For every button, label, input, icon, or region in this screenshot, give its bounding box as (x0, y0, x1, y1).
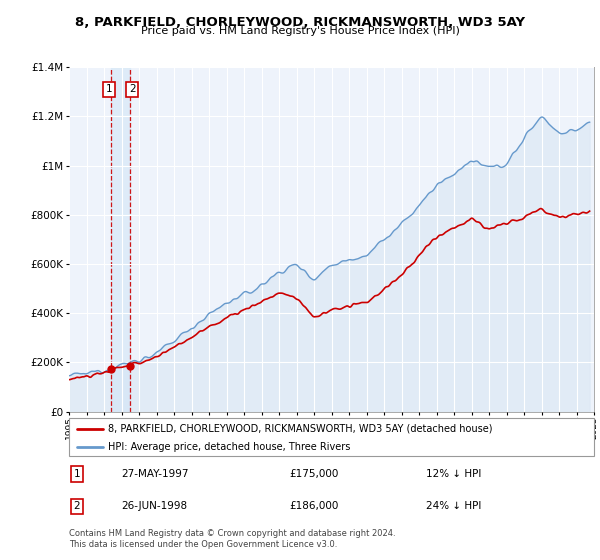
Text: 1: 1 (106, 85, 113, 94)
Text: Contains HM Land Registry data © Crown copyright and database right 2024.
This d: Contains HM Land Registry data © Crown c… (69, 529, 395, 549)
Bar (111, 67, 130, 412)
Text: 24% ↓ HPI: 24% ↓ HPI (426, 501, 481, 511)
Text: 12% ↓ HPI: 12% ↓ HPI (426, 469, 481, 479)
Text: 27-MAY-1997: 27-MAY-1997 (121, 469, 189, 479)
FancyBboxPatch shape (69, 418, 594, 456)
Text: £175,000: £175,000 (290, 469, 339, 479)
Text: 2: 2 (129, 85, 136, 94)
Text: HPI: Average price, detached house, Three Rivers: HPI: Average price, detached house, Thre… (109, 442, 351, 452)
Text: 1: 1 (74, 469, 80, 479)
Text: 8, PARKFIELD, CHORLEYWOOD, RICKMANSWORTH, WD3 5AY: 8, PARKFIELD, CHORLEYWOOD, RICKMANSWORTH… (75, 16, 525, 29)
Text: 26-JUN-1998: 26-JUN-1998 (121, 501, 188, 511)
Text: 8, PARKFIELD, CHORLEYWOOD, RICKMANSWORTH, WD3 5AY (detached house): 8, PARKFIELD, CHORLEYWOOD, RICKMANSWORTH… (109, 424, 493, 434)
Text: 2: 2 (74, 501, 80, 511)
Text: £186,000: £186,000 (290, 501, 339, 511)
Text: Price paid vs. HM Land Registry's House Price Index (HPI): Price paid vs. HM Land Registry's House … (140, 26, 460, 36)
